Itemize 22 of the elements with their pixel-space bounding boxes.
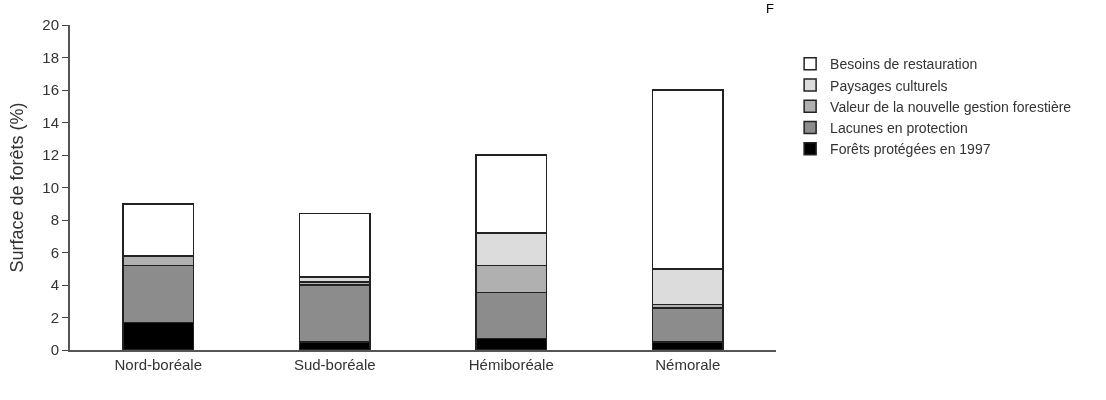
- legend-label: Lacunes en protection: [830, 119, 968, 136]
- x-tick-label: Nord-boréale: [114, 356, 203, 373]
- x-tick-label: Sud-boréale: [293, 356, 376, 373]
- y-tick-label: 20: [42, 16, 59, 34]
- y-tick-label: 0: [50, 341, 59, 359]
- y-axis-title: Surface de forêts (%): [7, 102, 27, 273]
- y-tick-label: 6: [50, 243, 59, 261]
- y-tick-label: 2: [50, 308, 59, 326]
- y-tick-label: 8: [50, 211, 59, 229]
- x-tick-label: Hémiboréale: [468, 356, 554, 373]
- legend-label: Valeur de la nouvelle gestion forestière: [830, 98, 1072, 115]
- y-tick-label: 16: [42, 81, 59, 99]
- y-tick-label: 12: [42, 146, 59, 164]
- legend-label: Paysages culturels: [830, 77, 948, 94]
- y-tick-label: 18: [42, 48, 59, 66]
- legend-label: Forêts protégées en 1997: [830, 141, 991, 158]
- y-tick-label: 4: [50, 276, 59, 294]
- y-tick-label: 14: [42, 113, 59, 131]
- text: F: [766, 1, 774, 16]
- legend-label: Besoins de restauration: [830, 56, 978, 73]
- y-tick-label: 10: [42, 178, 59, 196]
- x-tick-label: Némorale: [655, 356, 721, 373]
